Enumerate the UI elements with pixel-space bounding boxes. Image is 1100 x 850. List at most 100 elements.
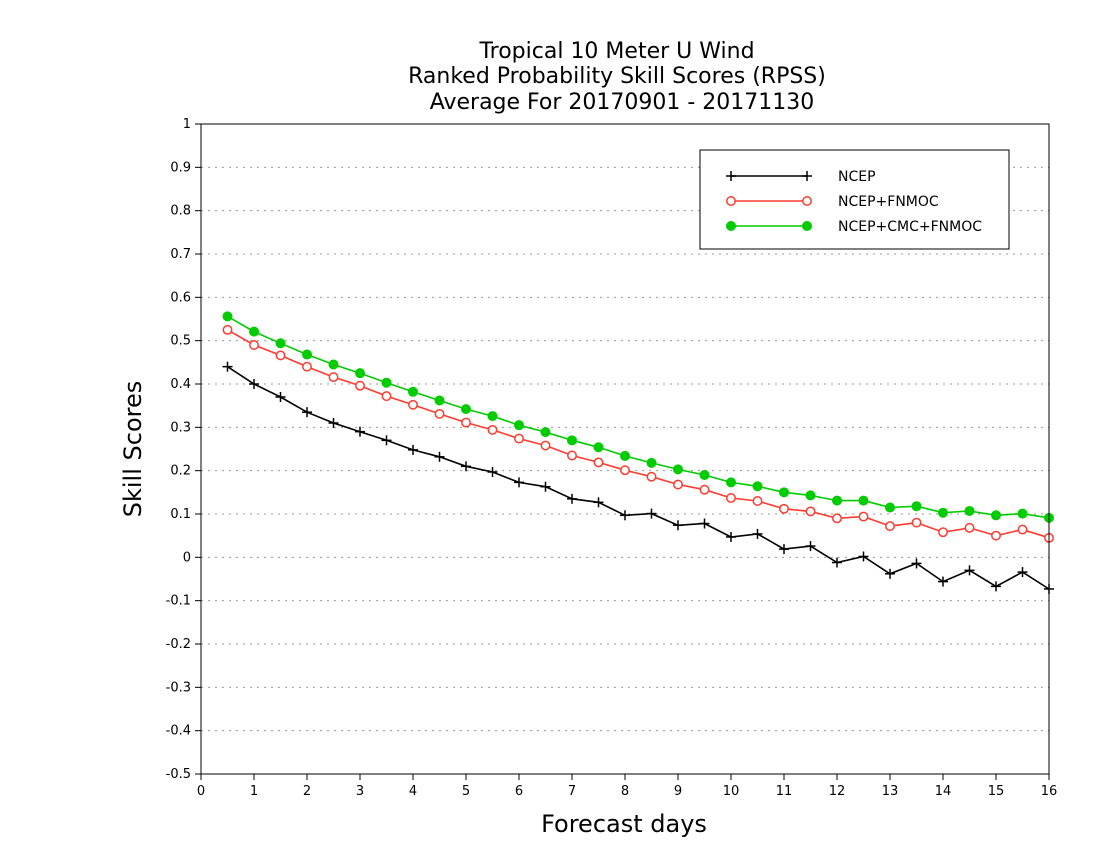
series-1-point-8: [434, 408, 445, 419]
x-tick-label-1: 1: [250, 784, 258, 799]
series-0-point-10: [487, 466, 498, 477]
x-tick-label-5: 5: [462, 784, 470, 799]
series-1-point-12: [540, 440, 551, 451]
y-tick-label-10: 0.5: [170, 334, 191, 349]
series-2-point-27: [938, 507, 948, 518]
series-1-point-22: [805, 506, 816, 517]
x-tick-label-6: 6: [515, 784, 523, 799]
series-2-point-4: [328, 359, 339, 370]
y-axis-title: Skill Scores: [119, 381, 147, 518]
y-tick-label-3: -0.2: [166, 637, 191, 652]
legend: NCEP NCEP+FNMOC NCEP+CMC+FNMOC: [699, 149, 1010, 250]
series-1-line: [227, 329, 1050, 539]
series-0-point-13: [567, 493, 577, 504]
series-2-point-19: [726, 477, 736, 488]
series-0-point-30: [1017, 567, 1028, 578]
series-0-point-3: [302, 407, 312, 418]
series-0-point-9: [461, 461, 471, 472]
series-2-point-0: [222, 311, 233, 322]
x-tick-label-16: 16: [1041, 784, 1058, 799]
legend-label-2: NCEP+CMC+FNMOC: [838, 219, 982, 235]
series-0-line: [227, 366, 1050, 590]
legend-marker-end-0: [802, 171, 812, 181]
chart-title: Tropical 10 Meter U Wind Ranked Probabil…: [408, 39, 826, 115]
y-tick-label-14: 0.9: [170, 160, 191, 175]
series-2-point-7: [408, 386, 418, 397]
x-tick-label-0: 0: [197, 784, 205, 799]
series-2-point-29: [991, 510, 1001, 521]
series-1-point-30: [1017, 524, 1028, 535]
x-axis-title: Forecast days: [541, 810, 707, 838]
y-tick-label-11: 0.6: [170, 290, 191, 305]
series-2-point-9: [461, 404, 471, 415]
legend-item-0: NCEP: [726, 169, 876, 185]
y-axis-ticks: -0.5 -0.4 -0.3 -0.2 -0.1 0 0.1 0.2 0.3 0.4 0.5 0.6 0…: [166, 117, 201, 782]
series-2-point-30: [1017, 508, 1028, 519]
series-0-point-28: [964, 565, 975, 576]
series-1-point-26: [911, 517, 922, 528]
legend-label-1: NCEP+FNMOC: [838, 194, 939, 210]
series-2: [222, 311, 1054, 523]
series-1-point-29: [991, 530, 1001, 541]
y-tick-label-4: -0.1: [166, 594, 191, 609]
legend-item-2: NCEP+CMC+FNMOC: [726, 219, 982, 235]
y-tick-label-7: 0.2: [170, 464, 191, 479]
series-1-point-1: [249, 340, 259, 350]
legend-marker-end-1: [802, 196, 812, 206]
x-tick-label-14: 14: [935, 784, 952, 799]
series-2-point-28: [964, 505, 975, 516]
series-0-point-14: [593, 497, 604, 508]
series-1-point-2: [275, 350, 286, 361]
series-1-point-9: [461, 417, 471, 428]
series-2-point-12: [540, 427, 551, 438]
series-2-point-6: [381, 377, 392, 388]
series-1-point-21: [779, 503, 789, 514]
series-1-point-28: [964, 522, 975, 533]
legend-marker-start-1: [726, 196, 736, 206]
series-2-point-17: [673, 464, 683, 475]
series-0-point-7: [408, 444, 418, 455]
series-2-point-26: [911, 501, 922, 512]
series-1-point-6: [381, 391, 392, 402]
title-line-2: Ranked Probability Skill Scores (RPSS): [408, 64, 826, 89]
y-tick-label-5: 0: [183, 550, 191, 565]
series-1-point-19: [726, 493, 736, 503]
series-1-point-16: [646, 471, 657, 482]
series-2-point-25: [885, 502, 895, 513]
series-0-point-4: [328, 418, 339, 428]
series-0-point-19: [726, 531, 736, 542]
series-0-point-25: [885, 568, 895, 579]
y-tick-label-1: -0.4: [166, 724, 191, 739]
series-1-point-14: [593, 457, 604, 468]
legend-item-1: NCEP+FNMOC: [726, 194, 939, 210]
series-2-point-2: [275, 338, 286, 349]
series-2-point-8: [434, 395, 445, 406]
series-0-point-6: [381, 435, 392, 446]
series-0-point-29: [991, 581, 1001, 592]
series-0-point-16: [646, 508, 657, 519]
series-2-point-13: [567, 435, 577, 446]
series-1-point-5: [355, 380, 365, 391]
y-tick-label-0: -0.5: [166, 767, 191, 782]
series-1-point-24: [858, 511, 869, 522]
legend-label-0: NCEP: [838, 169, 876, 185]
series-0-point-2: [275, 392, 286, 402]
series-0-point-15: [620, 510, 630, 521]
x-tick-label-10: 10: [723, 784, 740, 799]
series-2-point-10: [487, 411, 498, 422]
y-tick-label-9: 0.4: [170, 377, 191, 392]
x-axis-ticks: 0 1 2 3 4 5 6 7 8 9 10 11 12 13 14 15 16: [197, 774, 1057, 799]
series-0-point-5: [355, 426, 365, 437]
y-tick-label-12: 0.7: [170, 247, 191, 262]
series-1-point-7: [408, 399, 418, 410]
x-tick-label-4: 4: [409, 784, 417, 799]
series-1-point-25: [885, 521, 895, 532]
series-1-point-4: [328, 372, 339, 383]
y-tick-label-8: 0.3: [170, 420, 191, 435]
series-0-point-26: [911, 558, 922, 569]
series-0-point-8: [434, 451, 445, 462]
series-0-point-17: [673, 520, 683, 531]
x-tick-label-8: 8: [621, 784, 629, 799]
series-2-point-21: [779, 487, 789, 498]
series-2-point-11: [514, 420, 524, 431]
